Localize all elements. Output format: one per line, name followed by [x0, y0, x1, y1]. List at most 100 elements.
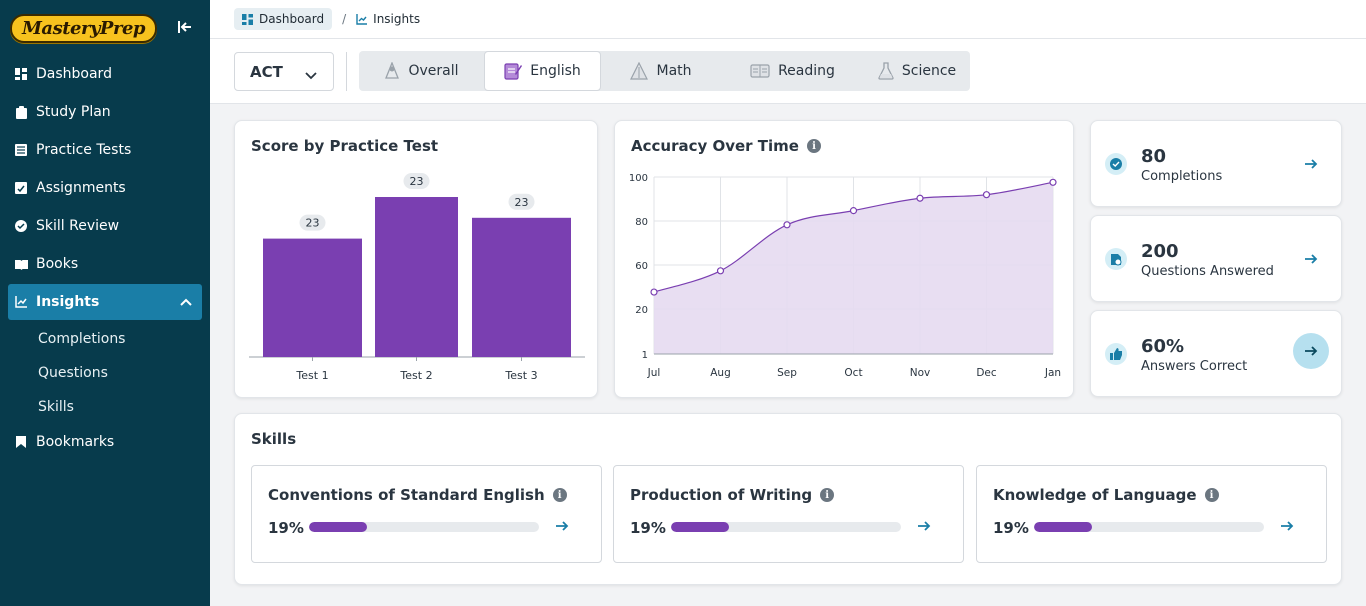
- arrow-right-icon[interactable]: [1293, 333, 1329, 369]
- tab-math[interactable]: Math: [601, 51, 721, 91]
- sidebar: MasteryPrep Dashboard Study Plan Practic…: [0, 0, 210, 606]
- skill-progress-fill: [309, 522, 367, 532]
- skill-progress-bar: [1034, 522, 1264, 532]
- sidebar-item-label: Bookmarks: [36, 434, 115, 450]
- logo[interactable]: MasteryPrep: [10, 12, 157, 44]
- sidebar-item-bookmarks[interactable]: Bookmarks: [8, 424, 202, 460]
- card-title: Skills: [251, 430, 297, 448]
- dashboard-icon: [242, 13, 253, 25]
- data-label-bg: [508, 193, 535, 210]
- tab-reading[interactable]: Reading: [721, 51, 864, 91]
- stat-label: Completions: [1141, 169, 1223, 184]
- data-label: 23: [410, 175, 424, 188]
- info-icon[interactable]: i: [552, 488, 567, 502]
- subnav-item-questions[interactable]: Questions: [38, 365, 108, 381]
- arrow-right-icon[interactable]: [1301, 249, 1321, 269]
- tab-english[interactable]: English: [484, 51, 601, 91]
- x-tick-label: Test 1: [295, 369, 328, 382]
- sidebar-item-label: Insights: [36, 294, 100, 310]
- score-bar-chart: 23 Test 1 23 Test 2 23 Test 3: [249, 173, 585, 382]
- stat-card-answers-correct[interactable]: 60% Answers Correct: [1090, 310, 1342, 397]
- data-label: 23: [515, 196, 529, 209]
- tab-overall[interactable]: Overall: [359, 51, 484, 91]
- accuracy-area-chart: 100 80 60 20 1 Jul Aug Sep Oct Nov Dec Jan: [629, 173, 1061, 379]
- arrow-right-icon[interactable]: [1278, 517, 1296, 535]
- stat-label: Answers Correct: [1141, 359, 1248, 374]
- skill-percent: 19%: [268, 519, 304, 537]
- english-icon: [504, 63, 523, 80]
- subnav-item-completions[interactable]: Completions: [38, 331, 126, 347]
- y-tick-label: 20: [635, 305, 648, 316]
- skill-item[interactable]: Conventions of Standard English i 19%: [251, 465, 602, 563]
- skill-progress-bar: [309, 522, 539, 532]
- breadcrumb-insights: Insights: [356, 12, 420, 26]
- chart-icon: [14, 295, 28, 309]
- skill-name: Production of Writing: [630, 486, 813, 504]
- info-icon[interactable]: i: [1204, 488, 1219, 502]
- data-point: [783, 221, 791, 229]
- sidebar-item-practice-tests[interactable]: Practice Tests: [8, 132, 202, 168]
- data-point: [982, 191, 991, 199]
- tab-science[interactable]: Science: [864, 51, 970, 91]
- assignment-icon: [14, 181, 28, 195]
- sidebar-item-study-plan[interactable]: Study Plan: [8, 94, 202, 130]
- y-tick-label: 80: [635, 217, 648, 228]
- sidebar-item-skill-review[interactable]: Skill Review: [8, 208, 202, 244]
- bar: [472, 217, 571, 357]
- y-tick-label: 60: [635, 261, 648, 272]
- breadcrumb-dashboard-label: Dashboard: [259, 12, 325, 26]
- sidebar-item-label: Dashboard: [36, 66, 112, 82]
- list-icon: [14, 143, 28, 157]
- x-tick-label: Test 3: [504, 369, 537, 382]
- skill-progress-fill: [671, 522, 729, 532]
- skill-progress-bar: [671, 522, 901, 532]
- info-icon[interactable]: i: [820, 488, 835, 502]
- check-badge-icon: [1105, 153, 1127, 175]
- divider: [346, 52, 347, 91]
- x-tick-label: Dec: [976, 367, 997, 379]
- arrow-right-icon[interactable]: [553, 517, 571, 535]
- info-icon[interactable]: i: [806, 139, 821, 153]
- stat-card-completions[interactable]: 80 Completions: [1090, 120, 1342, 207]
- breadcrumb-dashboard[interactable]: Dashboard: [234, 8, 333, 30]
- tab-label: English: [530, 63, 581, 79]
- card-title: Accuracy Over Time: [631, 137, 799, 155]
- skill-item[interactable]: Production of Writing i 19%: [613, 465, 964, 563]
- arrow-right-icon[interactable]: [915, 517, 933, 535]
- subnav-item-skills[interactable]: Skills: [38, 399, 74, 415]
- data-label-bg: [403, 173, 430, 189]
- tab-label: Reading: [778, 63, 835, 79]
- breadcrumb: Dashboard / Insights: [210, 0, 1366, 39]
- sidebar-item-dashboard[interactable]: Dashboard: [8, 56, 202, 92]
- collapse-sidebar-button[interactable]: [176, 18, 194, 36]
- sidebar-item-insights[interactable]: Insights: [8, 284, 202, 320]
- skill-percent: 19%: [630, 519, 666, 537]
- chevron-up-icon[interactable]: [180, 294, 192, 310]
- x-tick-label: Jul: [647, 367, 661, 379]
- skill-name-wrap: Knowledge of Language i: [993, 486, 1219, 504]
- x-tick-label: Nov: [910, 367, 931, 379]
- skill-name: Conventions of Standard English: [268, 486, 545, 504]
- arrow-right-icon[interactable]: [1301, 154, 1321, 174]
- chart-icon: [356, 13, 368, 25]
- test-select[interactable]: ACT: [234, 52, 334, 91]
- data-label-bg: [299, 214, 326, 231]
- chevron-down-icon: [305, 66, 317, 84]
- y-tick-label: 1: [642, 350, 648, 361]
- stat-label: Questions Answered: [1141, 264, 1274, 279]
- x-tick-label: Oct: [844, 367, 862, 379]
- sidebar-item-label: Skill Review: [36, 218, 120, 234]
- book-icon: [14, 257, 28, 271]
- stat-card-questions-answered[interactable]: 200 Questions Answered: [1090, 215, 1342, 302]
- x-tick-label: Jan: [1044, 367, 1061, 379]
- sidebar-item-books[interactable]: Books: [8, 246, 202, 282]
- question-doc-icon: [1105, 248, 1127, 270]
- card-title-wrap: Accuracy Over Time i: [631, 137, 821, 155]
- check-circle-icon: [14, 219, 28, 233]
- data-point: [849, 207, 858, 215]
- tab-label: Overall: [408, 63, 459, 79]
- x-tick-label: Test 2: [399, 369, 432, 382]
- science-icon: [878, 62, 894, 80]
- sidebar-item-assignments[interactable]: Assignments: [8, 170, 202, 206]
- skill-item[interactable]: Knowledge of Language i 19%: [976, 465, 1327, 563]
